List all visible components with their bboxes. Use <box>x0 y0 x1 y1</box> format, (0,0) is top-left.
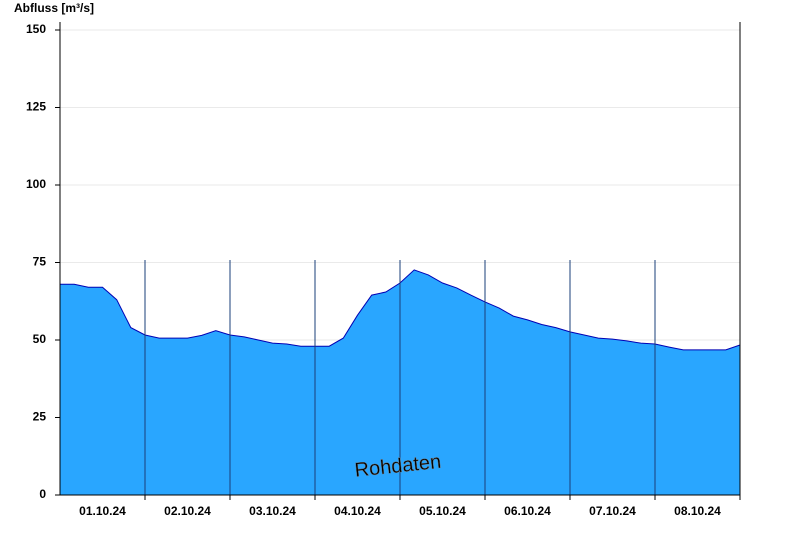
y-tick-label: 75 <box>33 255 47 269</box>
y-tick-label: 150 <box>26 22 46 36</box>
y-tick-label: 25 <box>33 410 47 424</box>
x-tick-label: 06.10.24 <box>504 504 551 518</box>
x-tick-label: 08.10.24 <box>674 504 721 518</box>
x-tick-label: 07.10.24 <box>589 504 636 518</box>
x-tick-label: 05.10.24 <box>419 504 466 518</box>
y-tick-label: 100 <box>26 177 46 191</box>
y-tick-label: 125 <box>26 100 46 114</box>
x-tick-label: 04.10.24 <box>334 504 381 518</box>
y-tick-label: 50 <box>33 332 47 346</box>
x-tick-label: 03.10.24 <box>249 504 296 518</box>
y-tick-label: 0 <box>39 487 46 501</box>
x-tick-label: 02.10.24 <box>164 504 211 518</box>
y-axis-label: Abfluss [m³/s] <box>14 1 94 15</box>
x-tick-label: 01.10.24 <box>79 504 126 518</box>
